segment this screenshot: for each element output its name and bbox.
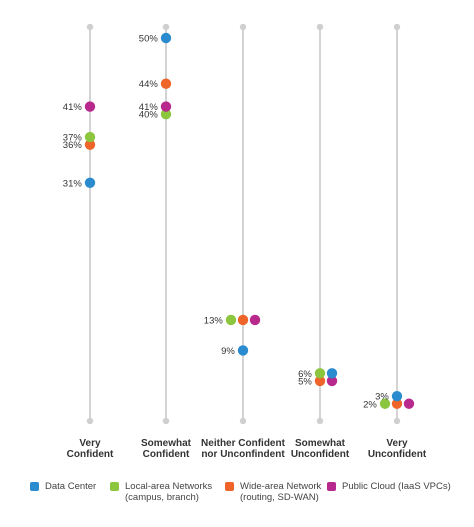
data-label-very-3: 3% [375, 392, 389, 403]
data-label-very-31: 31% [63, 178, 83, 189]
legend-label-wide-area-network: Wide-area Network (routing, SD-WAN) [240, 481, 322, 503]
point-local-area-networks-very [84, 131, 96, 143]
point-local-area-networks-somewhat [314, 368, 326, 379]
data-label-somewhat-40: 40% [139, 110, 159, 121]
point-public-cloud-iaas-vpcs-very [403, 398, 415, 409]
point-public-cloud-iaas-vpcs-very [84, 101, 96, 112]
point-data-center-very [84, 177, 96, 188]
guide-top-dot-very [86, 23, 94, 31]
category-label-very: Very Unconfident [368, 438, 427, 460]
point-public-cloud-iaas-vpcs-somewhat [160, 101, 172, 112]
guide-bottom-dot-neither-confident [239, 417, 247, 425]
point-wide-area-network-very [391, 398, 403, 409]
data-label-very-41: 41% [63, 102, 83, 113]
legend-label-data-center: Data Center [45, 481, 97, 492]
guide-top-dot-neither-confident [239, 23, 247, 31]
legend-item-data-center: Data Center [30, 481, 96, 492]
point-wide-area-network-neither-confident [237, 314, 249, 326]
legend-swatch-local-area-networks [110, 482, 119, 491]
point-data-center-neither-confident [237, 345, 249, 356]
guide-bottom-dot-somewhat [316, 417, 324, 425]
guide-bottom-dot-somewhat [162, 417, 170, 425]
data-label-very-37: 37% [63, 133, 83, 144]
legend-item-wide-area-network: Wide-area Network (routing, SD-WAN) [225, 481, 321, 503]
dot-plot-chart: Very Confident Somewhat Confident Neither Co… [63, 23, 427, 460]
data-label-somewhat-44: 44% [139, 79, 159, 90]
guide-bottom-dot-very [86, 417, 94, 425]
data-label-neither-confident-13: 13% [204, 315, 224, 326]
data-label-somewhat-5: 5% [298, 376, 312, 387]
point-data-center-very [391, 390, 403, 402]
category-label-somewhat: Somewhat Confident [141, 438, 192, 460]
guide-top-dot-very [393, 23, 401, 31]
legend-label-public-cloud: Public Cloud (IaaS VPCs) [342, 481, 451, 492]
data-label-somewhat-50: 50% [139, 34, 159, 45]
category-label-neither-confident: Neither Confident nor Unconfindent [201, 438, 286, 460]
legend-swatch-public-cloud [327, 482, 336, 491]
guide-top-dot-somewhat [316, 23, 324, 31]
point-local-area-networks-very [379, 398, 391, 409]
legend-item-public-cloud: Public Cloud (IaaS VPCs) [327, 481, 451, 492]
guide-bottom-dot-very [393, 417, 401, 425]
point-wide-area-network-somewhat [314, 375, 326, 387]
legend-swatch-data-center [30, 482, 39, 491]
data-label-very-36: 36% [63, 140, 83, 151]
point-local-area-networks-neither-confident [225, 314, 237, 326]
category-label-very: Very Confident [67, 438, 114, 460]
category-label-somewhat: Somewhat Unconfident [291, 438, 350, 460]
data-label-somewhat-6: 6% [298, 369, 312, 380]
point-data-center-somewhat [326, 368, 338, 379]
guide-top-dot-somewhat [162, 23, 170, 31]
data-label-somewhat-41: 41% [139, 102, 159, 113]
point-data-center-somewhat [160, 32, 172, 44]
point-wide-area-network-very [84, 139, 96, 150]
point-wide-area-network-somewhat [160, 78, 172, 89]
legend-swatch-wide-area-network [225, 482, 234, 491]
legend-item-local-area-networks: Local-area Networks (campus, branch) [110, 481, 212, 503]
point-public-cloud-iaas-vpcs-somewhat [326, 375, 338, 387]
point-public-cloud-iaas-vpcs-neither-confident [249, 314, 261, 326]
data-label-very-2: 2% [363, 399, 377, 410]
legend-label-local-area-networks: Local-area Networks (campus, branch) [125, 481, 213, 503]
point-local-area-networks-somewhat [160, 109, 172, 120]
data-label-neither-confident-9: 9% [221, 346, 235, 357]
